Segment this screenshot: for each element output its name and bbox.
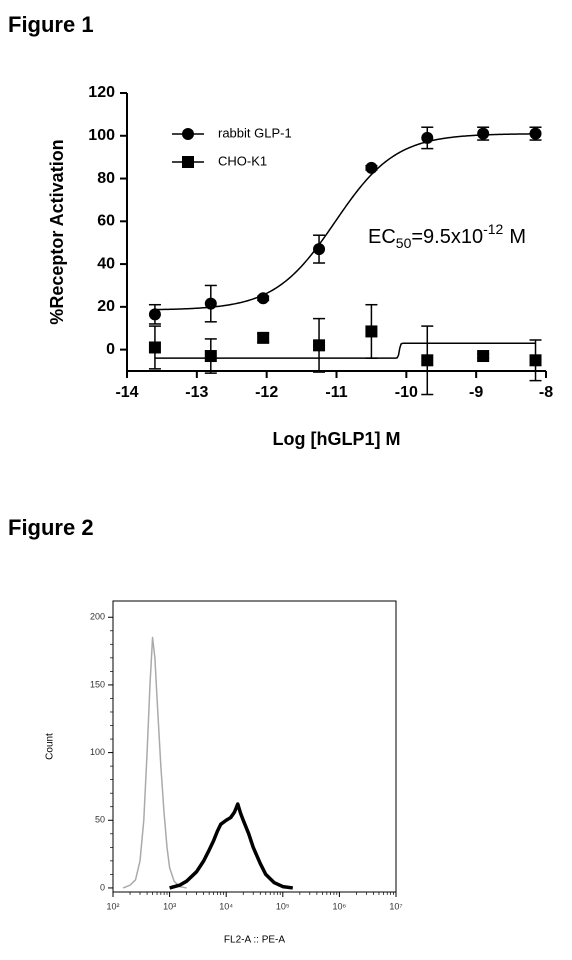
annotation-part: =9.5x10	[411, 226, 483, 248]
annotation-part: M	[509, 226, 526, 248]
histogram-line	[122, 636, 187, 889]
x-axis-label: FL2-A :: PE-A	[224, 935, 285, 946]
marker	[365, 161, 378, 174]
x-axis-label: Log [hGLP1] M	[273, 429, 401, 449]
marker	[148, 308, 161, 321]
marker	[313, 339, 326, 352]
y-tick-label: 20	[97, 298, 115, 315]
marker	[477, 127, 490, 140]
x-tick-label: -10	[395, 384, 418, 401]
x-tick-label: 10³	[163, 901, 176, 911]
annotation-part: 50	[396, 235, 412, 251]
x-tick-label: -12	[255, 384, 278, 401]
annotation-part: EC	[368, 226, 396, 248]
y-axis-label: Count	[45, 733, 56, 760]
marker	[477, 350, 490, 363]
x-tick-label: 10⁶	[333, 901, 347, 911]
x-tick-label: -14	[115, 384, 138, 401]
y-tick-label: 200	[90, 612, 105, 622]
marker	[365, 325, 378, 338]
marker	[148, 341, 161, 354]
y-tick-label: 120	[88, 84, 115, 101]
figure-heading: Figure 1	[8, 12, 94, 37]
marker	[421, 131, 434, 144]
legend-marker	[182, 156, 194, 168]
x-tick-label: 10⁷	[389, 901, 402, 911]
annotation-part: -12	[483, 221, 503, 237]
x-tick-label: -8	[539, 384, 553, 401]
x-tick-label: 10²	[106, 901, 119, 911]
marker	[257, 292, 270, 305]
legend-marker	[182, 128, 194, 140]
marker	[204, 350, 217, 363]
y-tick-label: 80	[97, 170, 115, 187]
x-tick-label: -13	[185, 384, 208, 401]
y-tick-label: 100	[88, 127, 115, 144]
marker	[204, 297, 217, 310]
y-tick-label: 40	[97, 255, 115, 272]
plot-frame	[112, 600, 397, 893]
marker	[529, 127, 542, 140]
figure-heading: Figure 2	[8, 515, 94, 540]
marker	[313, 243, 326, 256]
x-tick-label: -11	[325, 384, 347, 401]
x-tick-label: -9	[469, 384, 483, 401]
x-tick-label: 10⁴	[219, 901, 233, 911]
x-tick-label: 10⁵	[276, 901, 290, 911]
legend-label: CHO-K1	[218, 153, 267, 168]
fit-curve	[154, 133, 536, 311]
y-tick-label: 100	[90, 747, 105, 757]
fit-curve	[154, 342, 536, 359]
y-tick-label: 150	[90, 679, 105, 689]
legend-label: rabbit GLP-1	[218, 125, 292, 140]
marker	[257, 331, 270, 344]
y-tick-label: 60	[97, 213, 115, 230]
marker	[529, 354, 542, 367]
y-axis-label: %Receptor Activation	[47, 139, 67, 324]
marker	[421, 354, 434, 367]
annotation: EC50=9.5x10-12 M	[368, 221, 526, 251]
y-tick-label: 50	[95, 815, 105, 825]
histogram-line	[169, 802, 294, 890]
y-tick-label: 0	[100, 882, 105, 892]
y-tick-label: 0	[106, 341, 115, 358]
